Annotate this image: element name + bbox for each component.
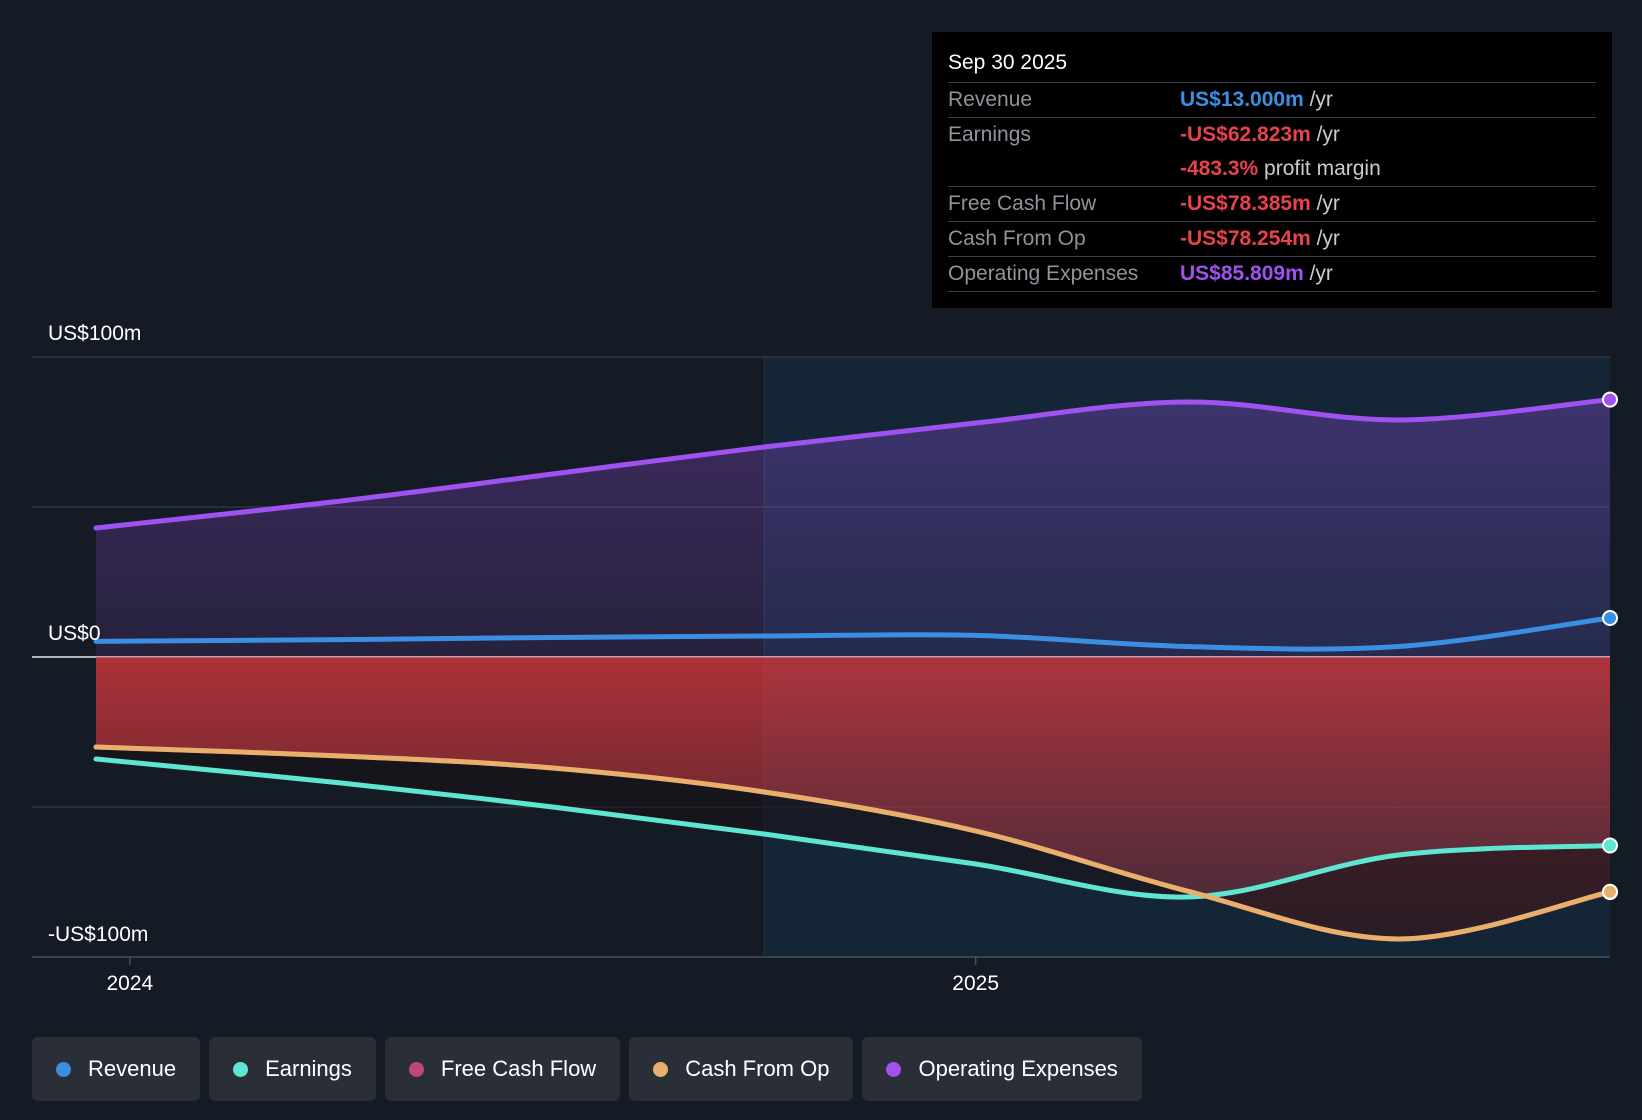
tooltip-row: Earnings -US$62.823m /yr (948, 118, 1596, 152)
legend-label: Cash From Op (685, 1056, 830, 1081)
tooltip-row: Free Cash Flow -US$78.385m /yr (948, 187, 1596, 222)
legend-label: Revenue (88, 1056, 177, 1081)
earnings-band (96, 747, 1610, 940)
tooltip-row: Revenue US$13.000m /yr (948, 83, 1596, 118)
legend-dot-icon (653, 1061, 669, 1077)
y-label-bottom: -US$100m (48, 923, 148, 946)
legend-dot-icon (886, 1061, 902, 1077)
x-tick-label-2025: 2025 (952, 972, 999, 995)
legend-item-revenue[interactable]: Revenue (32, 1037, 201, 1101)
legend-item-earnings[interactable]: Earnings (209, 1037, 376, 1101)
y-label-top: US$100m (48, 322, 141, 345)
y-label-zero: US$0 (48, 622, 101, 645)
legend-label: Earnings (265, 1056, 352, 1081)
tooltip-date: Sep 30 2025 (948, 46, 1596, 83)
legend-dot-icon (408, 1061, 424, 1077)
tooltip-label: Revenue (948, 88, 1033, 111)
earnings-end-marker (1602, 837, 1618, 854)
tooltip: Sep 30 2025 Revenue US$13.000m /yr Earning… (932, 32, 1612, 308)
tooltip-label: Earnings (948, 123, 1031, 146)
tooltip-value: -US$78.385m /yr (1180, 192, 1340, 215)
tooltip-value: -483.3% profit margin (1180, 157, 1381, 180)
legend-dot-icon (56, 1061, 71, 1077)
x-tick-label-2024: 2024 (106, 972, 153, 995)
tooltip-label: Operating Expenses (948, 262, 1139, 285)
tooltip-row: Cash From Op -US$78.254m /yr (948, 222, 1596, 257)
earnings-line (93, 756, 1613, 900)
operating-expenses-line (93, 397, 1613, 531)
tooltip-row: -483.3% profit margin (948, 152, 1596, 187)
legend: Revenue Earnings Free Cash Flow Cash From O… (32, 1037, 1142, 1101)
tooltip-row: Operating Expenses US$85.809m /yr (948, 257, 1596, 292)
cash-from-op-end-marker (1602, 883, 1618, 900)
opex-area (96, 399, 1610, 657)
tooltip-value: US$13.000m /yr (1180, 88, 1333, 111)
tooltip-label: Free Cash Flow (948, 192, 1097, 215)
legend-dot-icon (233, 1061, 249, 1077)
tooltip-value: -US$78.254m /yr (1180, 227, 1340, 250)
legend-label: Free Cash Flow (440, 1056, 597, 1081)
tooltip-label: Cash From Op (948, 227, 1086, 250)
operating-expenses-end-marker (1602, 391, 1618, 408)
legend-item-operating-expenses[interactable]: Operating Expenses (862, 1037, 1142, 1101)
revenue-line (93, 615, 1613, 652)
tooltip-value: -US$62.823m /yr (1180, 123, 1340, 146)
legend-label: Operating Expenses (918, 1056, 1118, 1081)
revenue-end-marker (1602, 610, 1618, 626)
legend-item-cash-from-op[interactable]: Cash From Op (629, 1037, 854, 1101)
legend-item-free-cash-flow[interactable]: Free Cash Flow (384, 1037, 621, 1101)
cash-from-op-line (93, 744, 1613, 942)
cashflow-area (96, 657, 1610, 940)
tooltip-value: US$85.809m /yr (1180, 262, 1333, 285)
